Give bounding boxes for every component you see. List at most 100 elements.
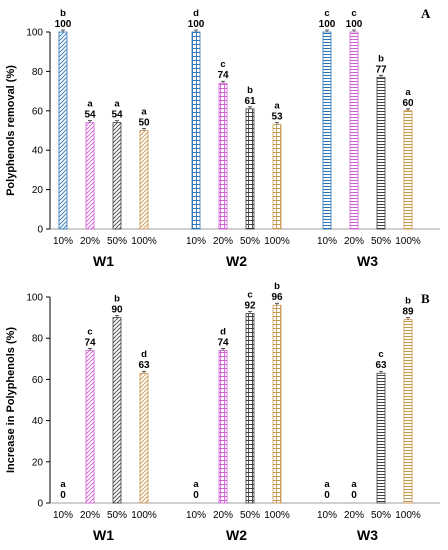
value-label: 96 xyxy=(271,292,283,303)
significance-letter: b xyxy=(405,296,411,307)
significance-letter: d xyxy=(193,8,199,19)
value-label: 61 xyxy=(244,96,256,107)
value-label: 50 xyxy=(138,118,150,129)
value-label: 54 xyxy=(84,110,96,121)
error-bar xyxy=(115,120,119,123)
x-tick-label: 50% xyxy=(107,510,127,521)
value-label: 63 xyxy=(138,360,150,371)
bar xyxy=(191,31,201,230)
significance-letter: a xyxy=(405,87,411,98)
y-tick-label: 100 xyxy=(26,28,43,39)
group-label: W3 xyxy=(357,253,378,269)
bar xyxy=(85,350,95,504)
error-bar xyxy=(248,311,252,314)
value-label: 100 xyxy=(55,19,72,30)
bar xyxy=(272,304,282,504)
bar xyxy=(403,110,413,230)
error-bar xyxy=(379,74,383,78)
y-tick-label: 40 xyxy=(32,146,44,157)
y-tick-label: 100 xyxy=(26,293,43,304)
significance-letter: b xyxy=(60,8,66,19)
significance-letter: a xyxy=(193,479,199,490)
error-bar xyxy=(406,317,410,320)
bar xyxy=(58,31,68,230)
bar xyxy=(349,31,359,230)
bar xyxy=(218,350,228,504)
value-label: 74 xyxy=(84,338,96,349)
y-tick-label: 0 xyxy=(37,225,43,236)
panel-label: B xyxy=(421,291,430,306)
x-tick-label: 10% xyxy=(186,510,206,521)
chart-panel-b: 0 20 40 60 80 100 Increase in Polyphenols (%) B… xyxy=(5,281,440,543)
value-label: 100 xyxy=(319,19,336,30)
value-label: 74 xyxy=(217,338,229,349)
significance-letter: c xyxy=(87,327,92,338)
x-tick-label: 20% xyxy=(213,510,233,521)
significance-letter: b xyxy=(247,85,253,96)
bar xyxy=(139,130,149,230)
significance-letter: a xyxy=(141,107,147,118)
error-bar xyxy=(221,348,225,351)
x-tick-label: 50% xyxy=(371,236,391,247)
group-label: W2 xyxy=(226,253,247,269)
bar xyxy=(112,317,122,504)
x-tick-label: 10% xyxy=(186,236,206,247)
y-tick-label: 80 xyxy=(32,67,44,78)
significance-letter: c xyxy=(378,349,383,360)
significance-letter: c xyxy=(220,59,225,70)
y-tick-label: 60 xyxy=(32,375,44,386)
bar xyxy=(112,122,122,230)
value-label: 0 xyxy=(193,490,199,501)
y-tick-label: 20 xyxy=(32,457,44,468)
value-label: 63 xyxy=(375,360,387,371)
x-tick-label: 20% xyxy=(344,236,364,247)
x-tick-label: 50% xyxy=(371,510,391,521)
significance-letter: a xyxy=(60,479,66,490)
bar xyxy=(322,31,332,230)
x-tick-label: 20% xyxy=(80,236,100,247)
value-label: 100 xyxy=(188,19,205,30)
group-label: W3 xyxy=(357,527,378,543)
value-label: 60 xyxy=(402,98,414,109)
group-label: W2 xyxy=(226,527,247,543)
x-tick-label: 20% xyxy=(213,236,233,247)
y-axis-label: Polyphenols removal (%) xyxy=(5,65,17,196)
y-tick-label: 0 xyxy=(37,499,43,510)
x-tick-label: 100% xyxy=(131,236,157,247)
significance-letter: a xyxy=(87,99,93,110)
value-label: 77 xyxy=(375,64,387,75)
value-label: 89 xyxy=(402,307,414,318)
x-tick-label: 10% xyxy=(317,236,337,247)
significance-letter: b xyxy=(378,53,384,64)
significance-letter: b xyxy=(114,294,120,305)
error-bar xyxy=(194,29,198,32)
panel-label: A xyxy=(421,6,431,21)
significance-letter: a xyxy=(351,479,357,490)
bar xyxy=(139,372,149,504)
x-tick-label: 10% xyxy=(53,236,73,247)
significance-letter: b xyxy=(274,281,280,292)
value-label: 74 xyxy=(217,70,229,81)
y-tick-label: 40 xyxy=(32,416,44,427)
y-tick-label: 20 xyxy=(32,185,44,196)
value-label: 100 xyxy=(346,19,363,30)
significance-letter: c xyxy=(247,289,252,300)
bar xyxy=(376,76,386,230)
value-label: 53 xyxy=(271,112,283,123)
error-bar xyxy=(352,29,356,32)
x-tick-label: 100% xyxy=(264,236,290,247)
y-axis-label: Increase in Polyphenols (%) xyxy=(5,327,17,473)
x-tick-label: 20% xyxy=(80,510,100,521)
bar xyxy=(272,124,282,230)
x-tick-label: 50% xyxy=(107,236,127,247)
error-bar xyxy=(115,315,119,318)
error-bar xyxy=(142,128,146,131)
significance-letter: d xyxy=(220,327,226,338)
bar xyxy=(403,319,413,504)
significance-letter: a xyxy=(114,99,120,110)
error-bar xyxy=(325,29,329,32)
x-tick-label: 100% xyxy=(395,236,421,247)
bar xyxy=(376,372,386,504)
y-tick-label: 80 xyxy=(32,334,44,345)
